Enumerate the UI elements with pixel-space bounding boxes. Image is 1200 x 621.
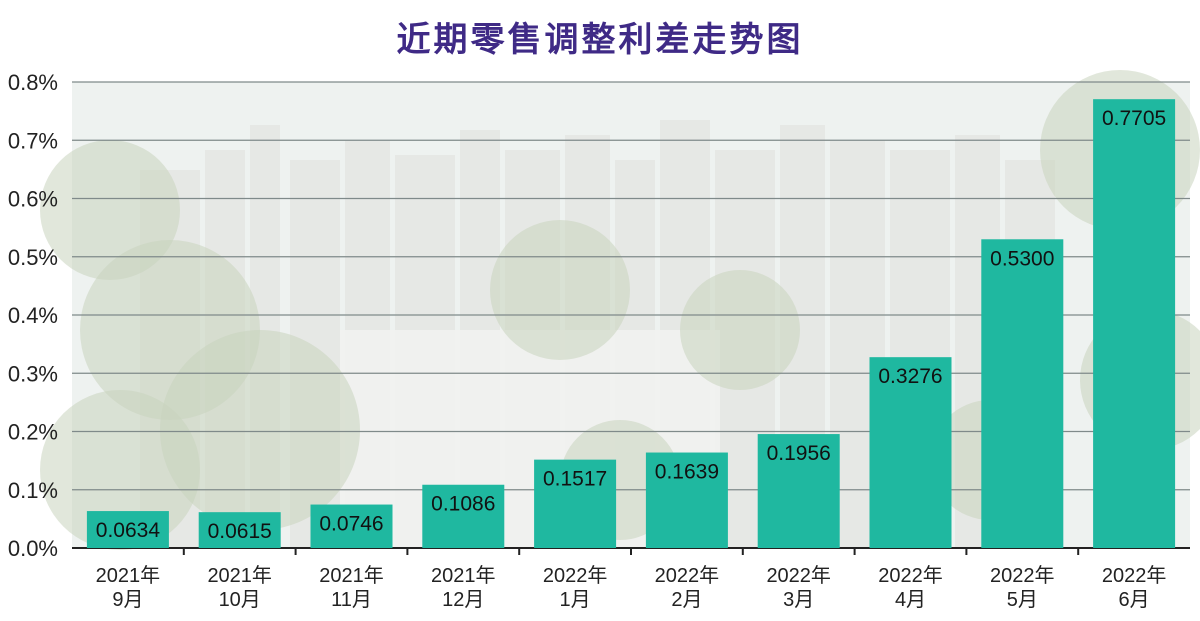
x-tick-label-year: 2021年: [431, 564, 496, 587]
bar: [422, 484, 505, 548]
bar: [534, 459, 617, 548]
bar-value-label: 0.7705: [1102, 107, 1166, 130]
bar-value-label: 0.0634: [96, 519, 161, 542]
x-tick-label-year: 2022年: [543, 564, 608, 587]
x-tick-label-month: 10月: [219, 589, 261, 611]
y-tick-label: 0.0%: [8, 536, 58, 561]
x-tick-label-year: 2021年: [96, 564, 161, 587]
x-tick-label-month: 5月: [1007, 589, 1038, 611]
y-tick-label: 0.4%: [8, 303, 58, 328]
y-tick-label: 0.2%: [8, 420, 58, 445]
x-tick-label-year: 2022年: [990, 564, 1055, 587]
y-tick-label: 0.3%: [8, 361, 58, 386]
x-tick-label-year: 2021年: [319, 564, 384, 587]
bar-value-label: 0.1517: [543, 468, 607, 491]
bar-value-label: 0.5300: [990, 247, 1054, 270]
x-tick-label-year: 2022年: [766, 564, 831, 587]
chart-title: 近期零售调整利差走势图: [396, 20, 804, 60]
bar: [645, 452, 728, 548]
background-tree: [40, 390, 200, 550]
background-tree: [490, 220, 630, 360]
bar-value-label: 0.1639: [655, 461, 719, 484]
bar: [1093, 99, 1176, 548]
x-tick-label-month: 3月: [783, 589, 814, 611]
x-tick-label-month: 6月: [1119, 589, 1150, 611]
y-tick-label: 0.8%: [8, 70, 58, 95]
x-tick-label-month: 2月: [671, 589, 702, 611]
bar: [981, 239, 1064, 548]
bar-value-label: 0.1956: [767, 442, 831, 465]
x-tick-label-month: 12月: [442, 589, 484, 611]
y-tick-label: 0.6%: [8, 187, 58, 212]
x-tick-label-month: 1月: [560, 589, 591, 611]
background-tree: [680, 270, 800, 390]
x-tick-label-month: 9月: [112, 589, 143, 611]
x-tick-label-month: 11月: [331, 589, 372, 611]
x-tick-label-year: 2022年: [878, 564, 943, 587]
bar: [198, 512, 281, 548]
bar-value-label: 0.0615: [208, 520, 272, 543]
background-tree: [160, 330, 360, 530]
y-tick-label: 0.5%: [8, 245, 58, 270]
bar-value-label: 0.0746: [319, 513, 383, 536]
x-tick-label-year: 2022年: [1102, 564, 1167, 587]
x-tick-label-year: 2021年: [207, 564, 272, 587]
x-tick-label-month: 4月: [895, 589, 926, 611]
bar-value-label: 0.1086: [431, 493, 495, 516]
x-tick-label-year: 2022年: [655, 564, 720, 587]
bar: [757, 434, 840, 548]
y-tick-label: 0.1%: [8, 478, 58, 503]
bar: [86, 511, 169, 548]
bar-value-label: 0.3276: [878, 365, 942, 388]
bar: [869, 357, 952, 548]
bar: [310, 504, 393, 548]
y-tick-label: 0.7%: [8, 128, 58, 153]
